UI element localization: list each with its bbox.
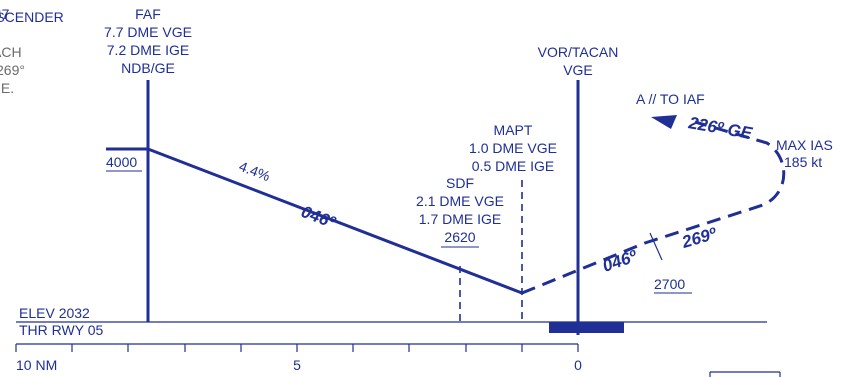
scale-label-0: 0 bbox=[574, 357, 582, 373]
scale-label-5: 5 bbox=[293, 357, 301, 373]
aerodrome-elevation: ELEV 2032 bbox=[19, 305, 90, 321]
threshold-label: THR RWY 05 bbox=[19, 322, 103, 338]
faf-title: FAF bbox=[135, 6, 161, 22]
mapt-dme-ige: 0.5 DME IGE bbox=[472, 158, 554, 174]
max-ias-value: 185 kt bbox=[784, 154, 822, 170]
final-descent-path bbox=[147, 147, 523, 295]
missed-return-course: 226º GE bbox=[686, 113, 754, 143]
missed-approach-arrowhead bbox=[651, 115, 677, 129]
vor-title: VOR/TACAN bbox=[538, 44, 619, 60]
descent-gradient: 4.4% bbox=[237, 158, 273, 184]
sdf-altitude: 2620 bbox=[444, 229, 475, 245]
missed-path-tick bbox=[649, 232, 663, 261]
mapt-title: MAPT bbox=[494, 122, 533, 138]
missed-approach-label: A // TO IAF bbox=[636, 91, 705, 107]
sdf-title: SDF bbox=[446, 175, 474, 191]
faf-dme-vge: 7.7 DME VGE bbox=[104, 24, 192, 40]
max-ias-title: MAX IAS bbox=[776, 137, 833, 153]
partial-text-1: 267 bbox=[0, 6, 10, 22]
partial-text-4: 269° bbox=[0, 62, 25, 78]
mapt-dme-vge: 1.0 DME VGE bbox=[469, 140, 557, 156]
scale-label-10nm: 10 NM bbox=[16, 357, 57, 373]
sdf-dme-ige: 1.7 DME IGE bbox=[419, 211, 501, 227]
sdf-dme-vge: 2.1 DME VGE bbox=[416, 193, 504, 209]
runway-symbol bbox=[549, 322, 624, 333]
missed-outbound-course: 046º bbox=[600, 246, 640, 275]
missed-altitude: 2700 bbox=[654, 276, 685, 292]
missed-turn-course: 269º bbox=[679, 224, 719, 252]
faf-dme-ige: 7.2 DME IGE bbox=[107, 42, 189, 58]
partial-text-3: ACH bbox=[0, 44, 22, 60]
faf-ndb: NDB/GE bbox=[121, 60, 175, 76]
partial-text-5: GE. bbox=[0, 80, 14, 96]
faf-altitude: 4000 bbox=[106, 154, 137, 170]
distance-scale-ticks bbox=[15, 344, 579, 352]
vor-ident: VGE bbox=[563, 62, 593, 78]
partial-text-2: ASCENDER bbox=[0, 9, 64, 25]
final-course: 046º bbox=[299, 202, 339, 232]
missed-approach-path bbox=[521, 120, 786, 295]
